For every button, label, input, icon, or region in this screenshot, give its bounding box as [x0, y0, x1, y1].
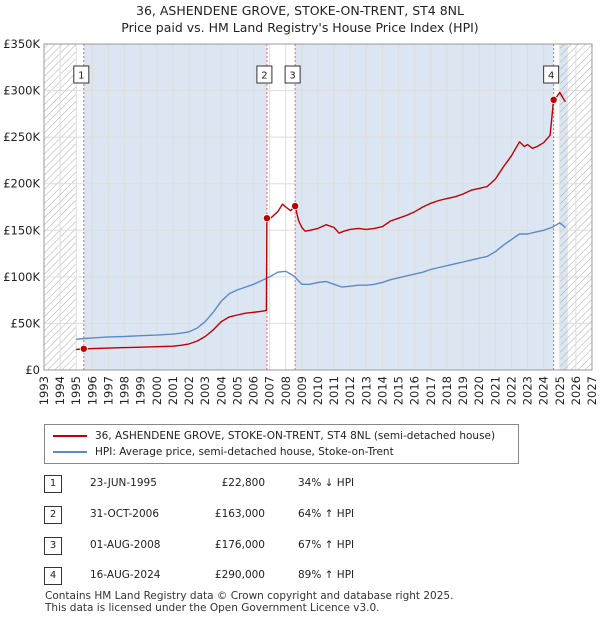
legend-label-price: 36, ASHENDENE GROVE, STOKE-ON-TRENT, ST4… [95, 430, 496, 442]
x-tick-label: 2000 [150, 376, 164, 405]
transaction-hpi-change: 67% ↑ HPI [298, 539, 355, 551]
annotation-label: 1 [78, 71, 84, 82]
y-tick-label: £300K [3, 84, 40, 98]
footer-licence: This data is licensed under the Open Gov… [45, 602, 380, 614]
annotation-box [284, 65, 301, 84]
x-tick-label: 2015 [392, 376, 406, 405]
annotation-box [543, 65, 560, 84]
x-tick-label: 1993 [37, 376, 51, 405]
x-tick-label: 2027 [585, 376, 599, 405]
x-tick-label: 2010 [311, 376, 325, 405]
transaction-price: £22,800 [221, 477, 265, 489]
y-tick-label: £0 [25, 363, 40, 377]
x-tick-label: 2013 [359, 376, 373, 405]
transaction-date: 16-AUG-2024 [90, 569, 161, 581]
chart-subtitle: Price paid vs. HM Land Registry's House … [121, 20, 479, 35]
transaction-hpi-change: 89% ↑ HPI [298, 569, 355, 581]
x-tick-label: 1997 [101, 376, 115, 405]
x-tick-label: 2025 [553, 376, 567, 405]
sale-point [549, 95, 558, 104]
price-paid-line [76, 91, 566, 351]
x-tick-label: 2026 [569, 376, 583, 405]
y-tick-label: £250K [3, 130, 40, 144]
ownership-shade [83, 44, 267, 370]
footer-copyright: Contains HM Land Registry data © Crown c… [45, 590, 454, 602]
annotation-box [73, 65, 90, 84]
y-tick-label: £100K [3, 270, 40, 284]
x-tick-label: 2022 [504, 376, 518, 405]
transaction-number-badge: 3 [44, 537, 62, 555]
x-tick-label: 2012 [343, 376, 357, 405]
x-tick-label: 2004 [214, 376, 228, 405]
x-tick-label: 2008 [279, 376, 293, 405]
legend: 36, ASHENDENE GROVE, STOKE-ON-TRENT, ST4… [44, 424, 519, 464]
annotation-label: 4 [548, 71, 554, 82]
x-tick-label: 1995 [69, 376, 83, 405]
transaction-date: 31-OCT-2006 [90, 508, 159, 520]
transaction-row: 4 16-AUG-2024 £290,000 89% ↑ HPI [44, 567, 584, 587]
transaction-price: £163,000 [214, 508, 265, 520]
transaction-price: £290,000 [214, 569, 265, 581]
x-tick-label: 2011 [327, 376, 341, 405]
x-tick-label: 2002 [182, 376, 196, 405]
x-tick-label: 2021 [488, 376, 502, 405]
transaction-hpi-change: 64% ↑ HPI [298, 508, 355, 520]
transaction-row: 2 31-OCT-2006 £163,000 64% ↑ HPI [44, 506, 584, 526]
x-tick-label: 1998 [118, 376, 132, 405]
legend-item-price: 36, ASHENDENE GROVE, STOKE-ON-TRENT, ST4… [53, 428, 495, 444]
transaction-hpi-change: 34% ↓ HPI [298, 477, 355, 489]
annotation-box [256, 65, 273, 84]
transaction-number-badge: 2 [44, 506, 62, 524]
x-tick-label: 2009 [295, 376, 309, 405]
legend-item-hpi: HPI: Average price, semi-detached house,… [53, 444, 394, 460]
legend-swatch-price [53, 435, 87, 437]
transaction-date: 23-JUN-1995 [90, 477, 157, 489]
sale-point [79, 344, 88, 353]
y-tick-label: £200K [3, 177, 40, 191]
transaction-price: £176,000 [214, 539, 265, 551]
x-tick-label: 1999 [134, 376, 148, 405]
y-tick-label: £150K [3, 223, 40, 237]
x-tick-label: 2020 [472, 376, 486, 405]
x-tick-label: 2007 [263, 376, 277, 405]
transaction-number-badge: 4 [44, 567, 62, 585]
transaction-row: 3 01-AUG-2008 £176,000 67% ↑ HPI [44, 537, 584, 557]
x-tick-label: 2003 [198, 376, 212, 405]
x-tick-label: 2001 [166, 376, 180, 405]
annotation-label: 2 [261, 71, 267, 82]
x-tick-label: 2019 [456, 376, 470, 405]
annotation-label: 3 [289, 71, 295, 82]
x-tick-label: 2023 [521, 376, 535, 405]
x-tick-label: 1994 [53, 376, 67, 405]
legend-label-hpi: HPI: Average price, semi-detached house,… [95, 446, 394, 458]
y-tick-label: £50K [11, 316, 41, 330]
sale-point [291, 202, 300, 211]
hpi-line [76, 222, 566, 340]
transaction-row: 1 23-JUN-1995 £22,800 34% ↓ HPI [44, 475, 584, 495]
x-tick-label: 2005 [230, 376, 244, 405]
x-tick-label: 2014 [375, 376, 389, 405]
x-tick-label: 2018 [440, 376, 454, 405]
transaction-number-badge: 1 [44, 475, 62, 493]
price-chart: £0 £50K £100K £150K £200K £250K £300K £350K 1993… [3, 37, 599, 405]
x-tick-label: 1996 [85, 376, 99, 405]
sale-point [262, 214, 271, 223]
y-tick-label: £350K [3, 37, 40, 51]
x-tick-label: 2006 [247, 376, 261, 405]
x-tick-label: 2017 [424, 376, 438, 405]
legend-swatch-hpi [53, 451, 87, 453]
plot-frame [43, 43, 593, 371]
x-tick-label: 2024 [537, 376, 551, 405]
x-tick-label: 2016 [408, 376, 422, 405]
chart-title: 36, ASHENDENE GROVE, STOKE-ON-TRENT, ST4… [136, 3, 464, 18]
transaction-date: 01-AUG-2008 [90, 539, 161, 551]
